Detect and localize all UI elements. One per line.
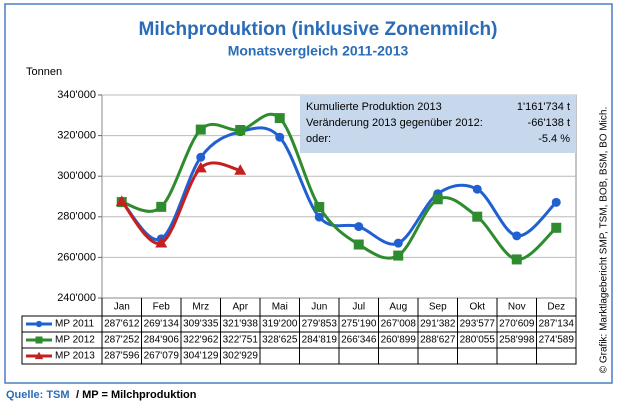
legend-label: MP 2013 [55,351,95,362]
data-label: 291'382 [420,319,456,330]
legend-marker [35,336,43,344]
x-tick-label: Nov [508,302,526,313]
data-point [393,250,404,261]
y-tick-label: 240'000 [57,292,96,304]
legend-label: MP 2011 [55,319,95,330]
data-label: 266'346 [341,335,377,346]
data-point [234,164,247,175]
x-tick-label: Aug [389,302,407,313]
data-label: 284'819 [302,335,338,346]
data-label: 288'627 [420,335,456,346]
y-tick-label: 260'000 [57,251,96,263]
data-label: 269'134 [144,319,180,330]
annotation-value: 1'161'734 t [517,101,570,113]
y-tick-label: 340'000 [57,89,96,101]
source-note: / MP = Milchproduktion [76,389,197,401]
data-point [196,152,206,162]
annotation-value: -5.4 % [538,133,570,145]
x-tick-label: Mrz [192,302,209,313]
legend-marker [34,351,44,360]
data-point [353,239,364,250]
y-tick-label: 280'000 [57,211,96,223]
data-label: 267'079 [144,351,180,362]
data-point [195,124,206,135]
data-label: 270'609 [499,319,535,330]
data-label: 322'962 [183,335,219,346]
annotation-value: -66'138 t [528,117,570,129]
annotation-box [300,95,576,153]
series-line [120,161,241,245]
x-tick-label: Dez [547,302,565,313]
x-tick-label: Mai [272,302,288,313]
annotation-text: oder: [306,133,331,145]
data-point [511,254,522,265]
source: Quelle: TSM [6,389,70,401]
data-label: 287'252 [104,335,140,346]
data-point [551,197,561,207]
data-label: 267'008 [381,319,417,330]
data-label: 284'906 [144,335,180,346]
credit: © Grafik: Marktlagebericht SMP, TSM, BOB… [599,107,610,374]
data-point [194,161,207,173]
data-point [551,222,562,233]
data-label: 322'751 [223,335,259,346]
data-point [275,132,285,142]
x-tick-label: Jul [352,302,365,313]
data-label: 258'998 [499,335,535,346]
data-point [393,238,403,248]
data-label: 287'612 [104,319,140,330]
x-tick-label: Apr [232,302,248,313]
data-point [314,202,325,213]
data-point [432,194,443,205]
annotation-text: Kumulierte Produktion 2013 [306,101,442,113]
annotation-text: Veränderung 2013 gegenüber 2012: [306,117,483,129]
data-point [235,125,246,136]
data-point [472,211,483,222]
data-label: 260'899 [381,335,417,346]
data-point [472,184,482,194]
data-label: 287'134 [539,319,575,330]
data-label: 280'055 [460,335,496,346]
data-point [354,222,364,232]
y-tick-label: 300'000 [57,170,96,182]
data-point [314,212,324,222]
chart-subtitle: Monatsvergleich 2011-2013 [228,43,409,59]
x-tick-label: Jan [114,302,130,313]
data-label: 302'929 [223,351,259,362]
data-point [512,231,522,241]
x-tick-label: Sep [429,302,447,313]
data-point [274,113,285,124]
data-label: 279'853 [302,319,338,330]
data-label: 293'577 [460,319,496,330]
data-label: 319'200 [262,319,298,330]
y-axis-label: Tonnen [26,66,62,78]
y-tick-label: 320'000 [57,130,96,142]
data-label: 321'938 [223,319,259,330]
data-point [115,195,128,206]
chart-title: Milchproduktion (inklusive Zonenmilch) [139,19,498,40]
x-tick-label: Jun [311,302,327,313]
x-tick-label: Okt [469,302,485,313]
data-label: 274'589 [539,335,575,346]
data-point [155,237,168,248]
data-label: 328'625 [262,335,298,346]
data-label: 275'190 [341,319,377,330]
data-point [156,201,167,212]
legend-label: MP 2012 [55,335,95,346]
x-tick-label: Feb [153,302,171,313]
data-label: 287'596 [104,351,140,362]
data-label: 309'335 [183,319,219,330]
legend-marker [35,320,43,328]
data-label: 304'129 [183,351,219,362]
